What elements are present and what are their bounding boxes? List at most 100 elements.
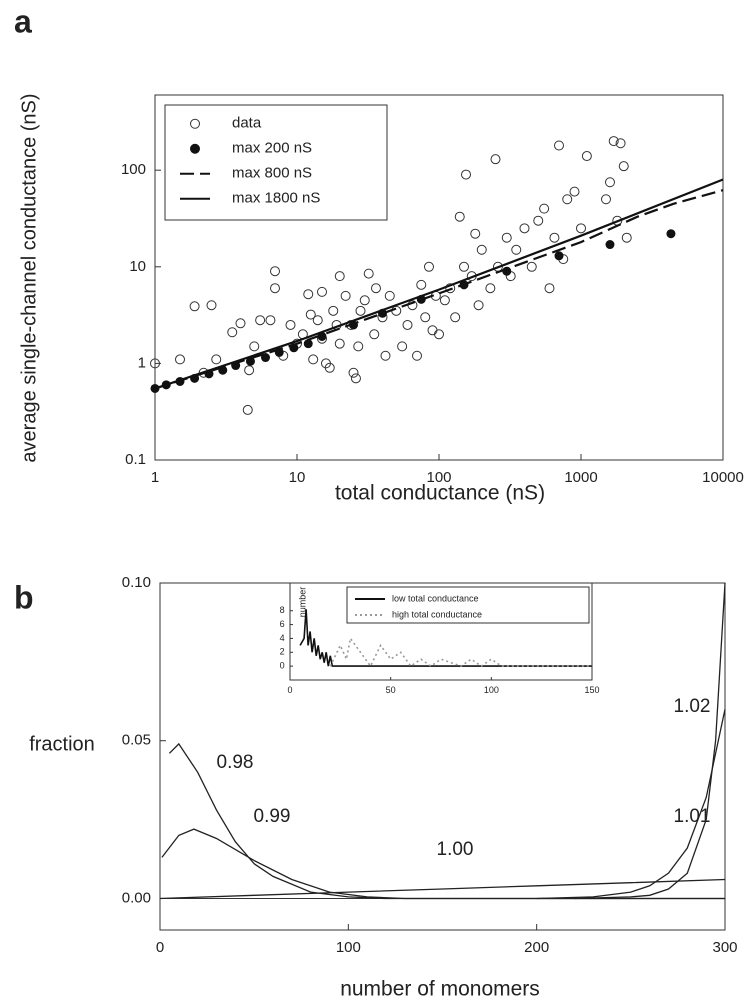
data-point (604, 177, 615, 188)
series-line (159, 878, 726, 900)
y-tick-label: 8 (280, 605, 285, 615)
data-point (461, 169, 472, 180)
data-point (485, 283, 496, 294)
x-tick-label: 100 (426, 469, 451, 486)
x-tick-label: 10000 (702, 469, 744, 486)
x-tick-label: 100 (336, 939, 361, 956)
data-point (476, 244, 487, 255)
data-point (359, 295, 370, 306)
legend-marker (190, 118, 200, 129)
data-point (255, 315, 266, 326)
x-tick-label: 100 (484, 685, 499, 695)
y-tick-label: 4 (280, 633, 285, 643)
x-tick-label: 300 (712, 939, 737, 956)
series-line (154, 189, 724, 390)
x-axis-label: total conductance (nS) (335, 482, 545, 505)
data-point (539, 203, 550, 214)
data-point (666, 229, 676, 239)
data-point (621, 232, 632, 243)
data-point (420, 312, 431, 323)
data-point (601, 194, 612, 205)
data-point (427, 325, 438, 336)
data-point (581, 151, 592, 162)
data-point (189, 301, 200, 312)
data-point (416, 279, 427, 290)
data-point (439, 295, 450, 306)
data-point (450, 312, 461, 323)
data-point (576, 223, 586, 234)
data-point (211, 354, 222, 365)
x-tick-label: 1000 (564, 469, 597, 486)
curve-label: 1.02 (674, 696, 711, 717)
data-point (554, 251, 564, 261)
data-point (308, 354, 319, 365)
data-point (402, 319, 413, 330)
series-line (574, 582, 726, 900)
y-tick-label: 2 (280, 647, 285, 657)
legend-label: high total conductance (392, 609, 482, 619)
data-point (391, 305, 402, 316)
data-point (303, 289, 314, 300)
data-point (605, 240, 615, 250)
data-point (562, 194, 573, 205)
data-point (490, 154, 501, 165)
data-point (434, 329, 444, 340)
series-line (536, 709, 726, 900)
data-point (384, 290, 395, 301)
data-point (473, 300, 484, 311)
y-tick-label: 0.10 (122, 574, 151, 591)
data-point (249, 341, 260, 352)
panel-label: b (14, 579, 34, 615)
panel-label: a (14, 3, 32, 39)
y-tick-label: 100 (121, 161, 146, 178)
x-tick-label: 0 (156, 939, 164, 956)
data-point (244, 365, 255, 376)
data-point (519, 223, 530, 234)
data-point (348, 367, 359, 378)
legend-label: low total conductance (392, 593, 479, 603)
data-point (549, 232, 560, 243)
data-point (235, 318, 246, 329)
data-point (260, 353, 270, 363)
data-point (569, 186, 580, 197)
x-tick-label: 150 (584, 685, 599, 695)
y-axis-label: fraction (29, 733, 95, 755)
x-tick-label: 1 (151, 469, 159, 486)
data-point (353, 341, 364, 352)
data-point (423, 261, 434, 272)
y-axis-label: average single-channel conductance (nS) (18, 93, 40, 462)
data-point (334, 338, 345, 349)
y-tick-label: 10 (129, 258, 146, 275)
x-tick-label: 10 (289, 469, 306, 486)
data-point (501, 232, 512, 243)
data-point (608, 136, 619, 147)
data-point (454, 211, 465, 222)
data-point (615, 138, 626, 149)
y-tick-label: 6 (280, 619, 285, 629)
data-point (340, 290, 351, 301)
data-point (618, 161, 629, 172)
curve-label: 1.01 (674, 806, 711, 827)
y-tick-label: 0.1 (125, 451, 146, 468)
data-point (380, 350, 391, 361)
data-point (511, 244, 522, 255)
data-point (305, 309, 316, 320)
legend-label: data (232, 115, 262, 132)
series-line (299, 609, 592, 667)
data-point (175, 354, 186, 365)
series-line (161, 828, 725, 900)
series-line (154, 178, 724, 390)
y-tick-label: 0 (280, 661, 285, 671)
x-tick-label: 0 (287, 685, 292, 695)
data-point (544, 283, 555, 294)
data-point (470, 228, 481, 239)
data-point (206, 300, 217, 311)
legend-box (346, 586, 590, 624)
data-point (350, 373, 361, 384)
data-point (227, 327, 238, 338)
x-axis-label: number of monomers (340, 978, 540, 1001)
y-tick-label: 0.05 (122, 732, 151, 749)
data-point (265, 315, 276, 326)
data-point (397, 341, 408, 352)
data-point (363, 268, 374, 279)
